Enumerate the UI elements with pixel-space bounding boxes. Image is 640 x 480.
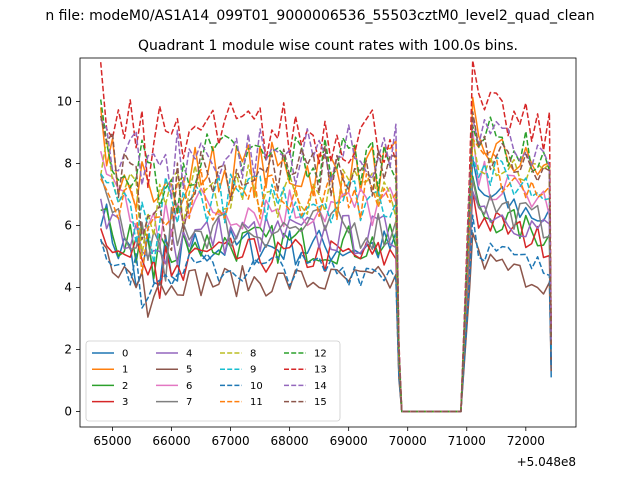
x-tick-label: 67000 [211, 434, 249, 448]
legend-label-13: 13 [314, 365, 327, 376]
legend-box [85, 340, 341, 422]
series-line-10 [99, 214, 552, 413]
legend-label-1: 1 [122, 365, 128, 376]
x-tick-label: 70000 [389, 434, 427, 448]
chart-title: Quadrant 1 module wise count rates with … [138, 38, 518, 54]
x-tick-label: 66000 [152, 434, 190, 448]
plot-frame [79, 57, 577, 428]
y-tick-label: 8 [64, 156, 72, 170]
legend-label-11: 11 [250, 397, 263, 408]
y-tick-label: 6 [64, 218, 72, 232]
series-line-9 [100, 155, 552, 413]
x-axis: 65000 66000 67000 68000 69000 70000 71000 72000 [93, 427, 545, 448]
y-axis: 0 2 4 6 8 10 [57, 94, 80, 418]
series-lines [99, 59, 552, 413]
series-line-5 [100, 232, 552, 413]
legend-label-3: 3 [122, 397, 128, 408]
legend-label-7: 7 [186, 397, 192, 408]
x-tick-label: 69000 [330, 434, 368, 448]
legend-label-10: 10 [250, 381, 263, 392]
legend-label-9: 9 [250, 365, 256, 376]
series-line-7 [99, 174, 552, 413]
figure-suptitle: n file: modeM0/AS1A14_099T01_9000006536_… [45, 8, 594, 24]
legend-label-4: 4 [186, 349, 192, 360]
x-tick-label: 71000 [448, 434, 486, 448]
y-tick-label: 0 [64, 404, 72, 418]
y-tick-label: 10 [57, 94, 72, 108]
y-tick-label: 2 [64, 342, 72, 356]
legend-label-6: 6 [186, 381, 192, 392]
legend-label-5: 5 [186, 365, 192, 376]
x-tick-label: 68000 [271, 434, 309, 448]
legend-label-0: 0 [122, 349, 128, 360]
legend-label-15: 15 [314, 397, 327, 408]
y-tick-label: 4 [64, 280, 72, 294]
legend-label-8: 8 [250, 349, 256, 360]
x-offset-label: +5.048e8 [517, 455, 576, 469]
legend-label-12: 12 [314, 349, 327, 360]
x-tick-label: 72000 [507, 434, 545, 448]
x-tick-label: 65000 [93, 434, 131, 448]
series-line-13 [99, 59, 552, 413]
series-line-6 [99, 129, 552, 413]
legend-label-14: 14 [314, 381, 327, 392]
legend-label-2: 2 [122, 381, 128, 392]
series-line-12 [99, 99, 552, 413]
series-line-15 [99, 111, 552, 413]
